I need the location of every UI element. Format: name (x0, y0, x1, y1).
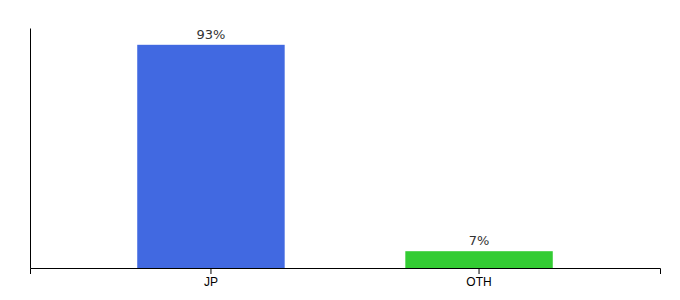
bar (137, 45, 284, 268)
x-tick-mark (479, 268, 480, 274)
x-tick-label: OTH (466, 275, 491, 289)
x-tick-mark (210, 268, 211, 274)
data-label: 93% (197, 27, 226, 42)
bars (137, 45, 553, 268)
plot: JP OTH 93% 7% (31, 27, 661, 289)
y-axis (30, 29, 31, 269)
x-tick: JP (204, 268, 218, 289)
y-axis-line (30, 29, 31, 269)
chart: JP OTH 93% 7% (0, 0, 680, 300)
x-tick-label: JP (204, 275, 218, 289)
bar (405, 251, 552, 268)
x-tick: OTH (466, 268, 491, 289)
x-axis-line (31, 269, 661, 275)
x-axis: JP OTH (31, 268, 661, 289)
data-labels: 93% 7% (197, 27, 490, 248)
data-label: 7% (469, 233, 490, 248)
